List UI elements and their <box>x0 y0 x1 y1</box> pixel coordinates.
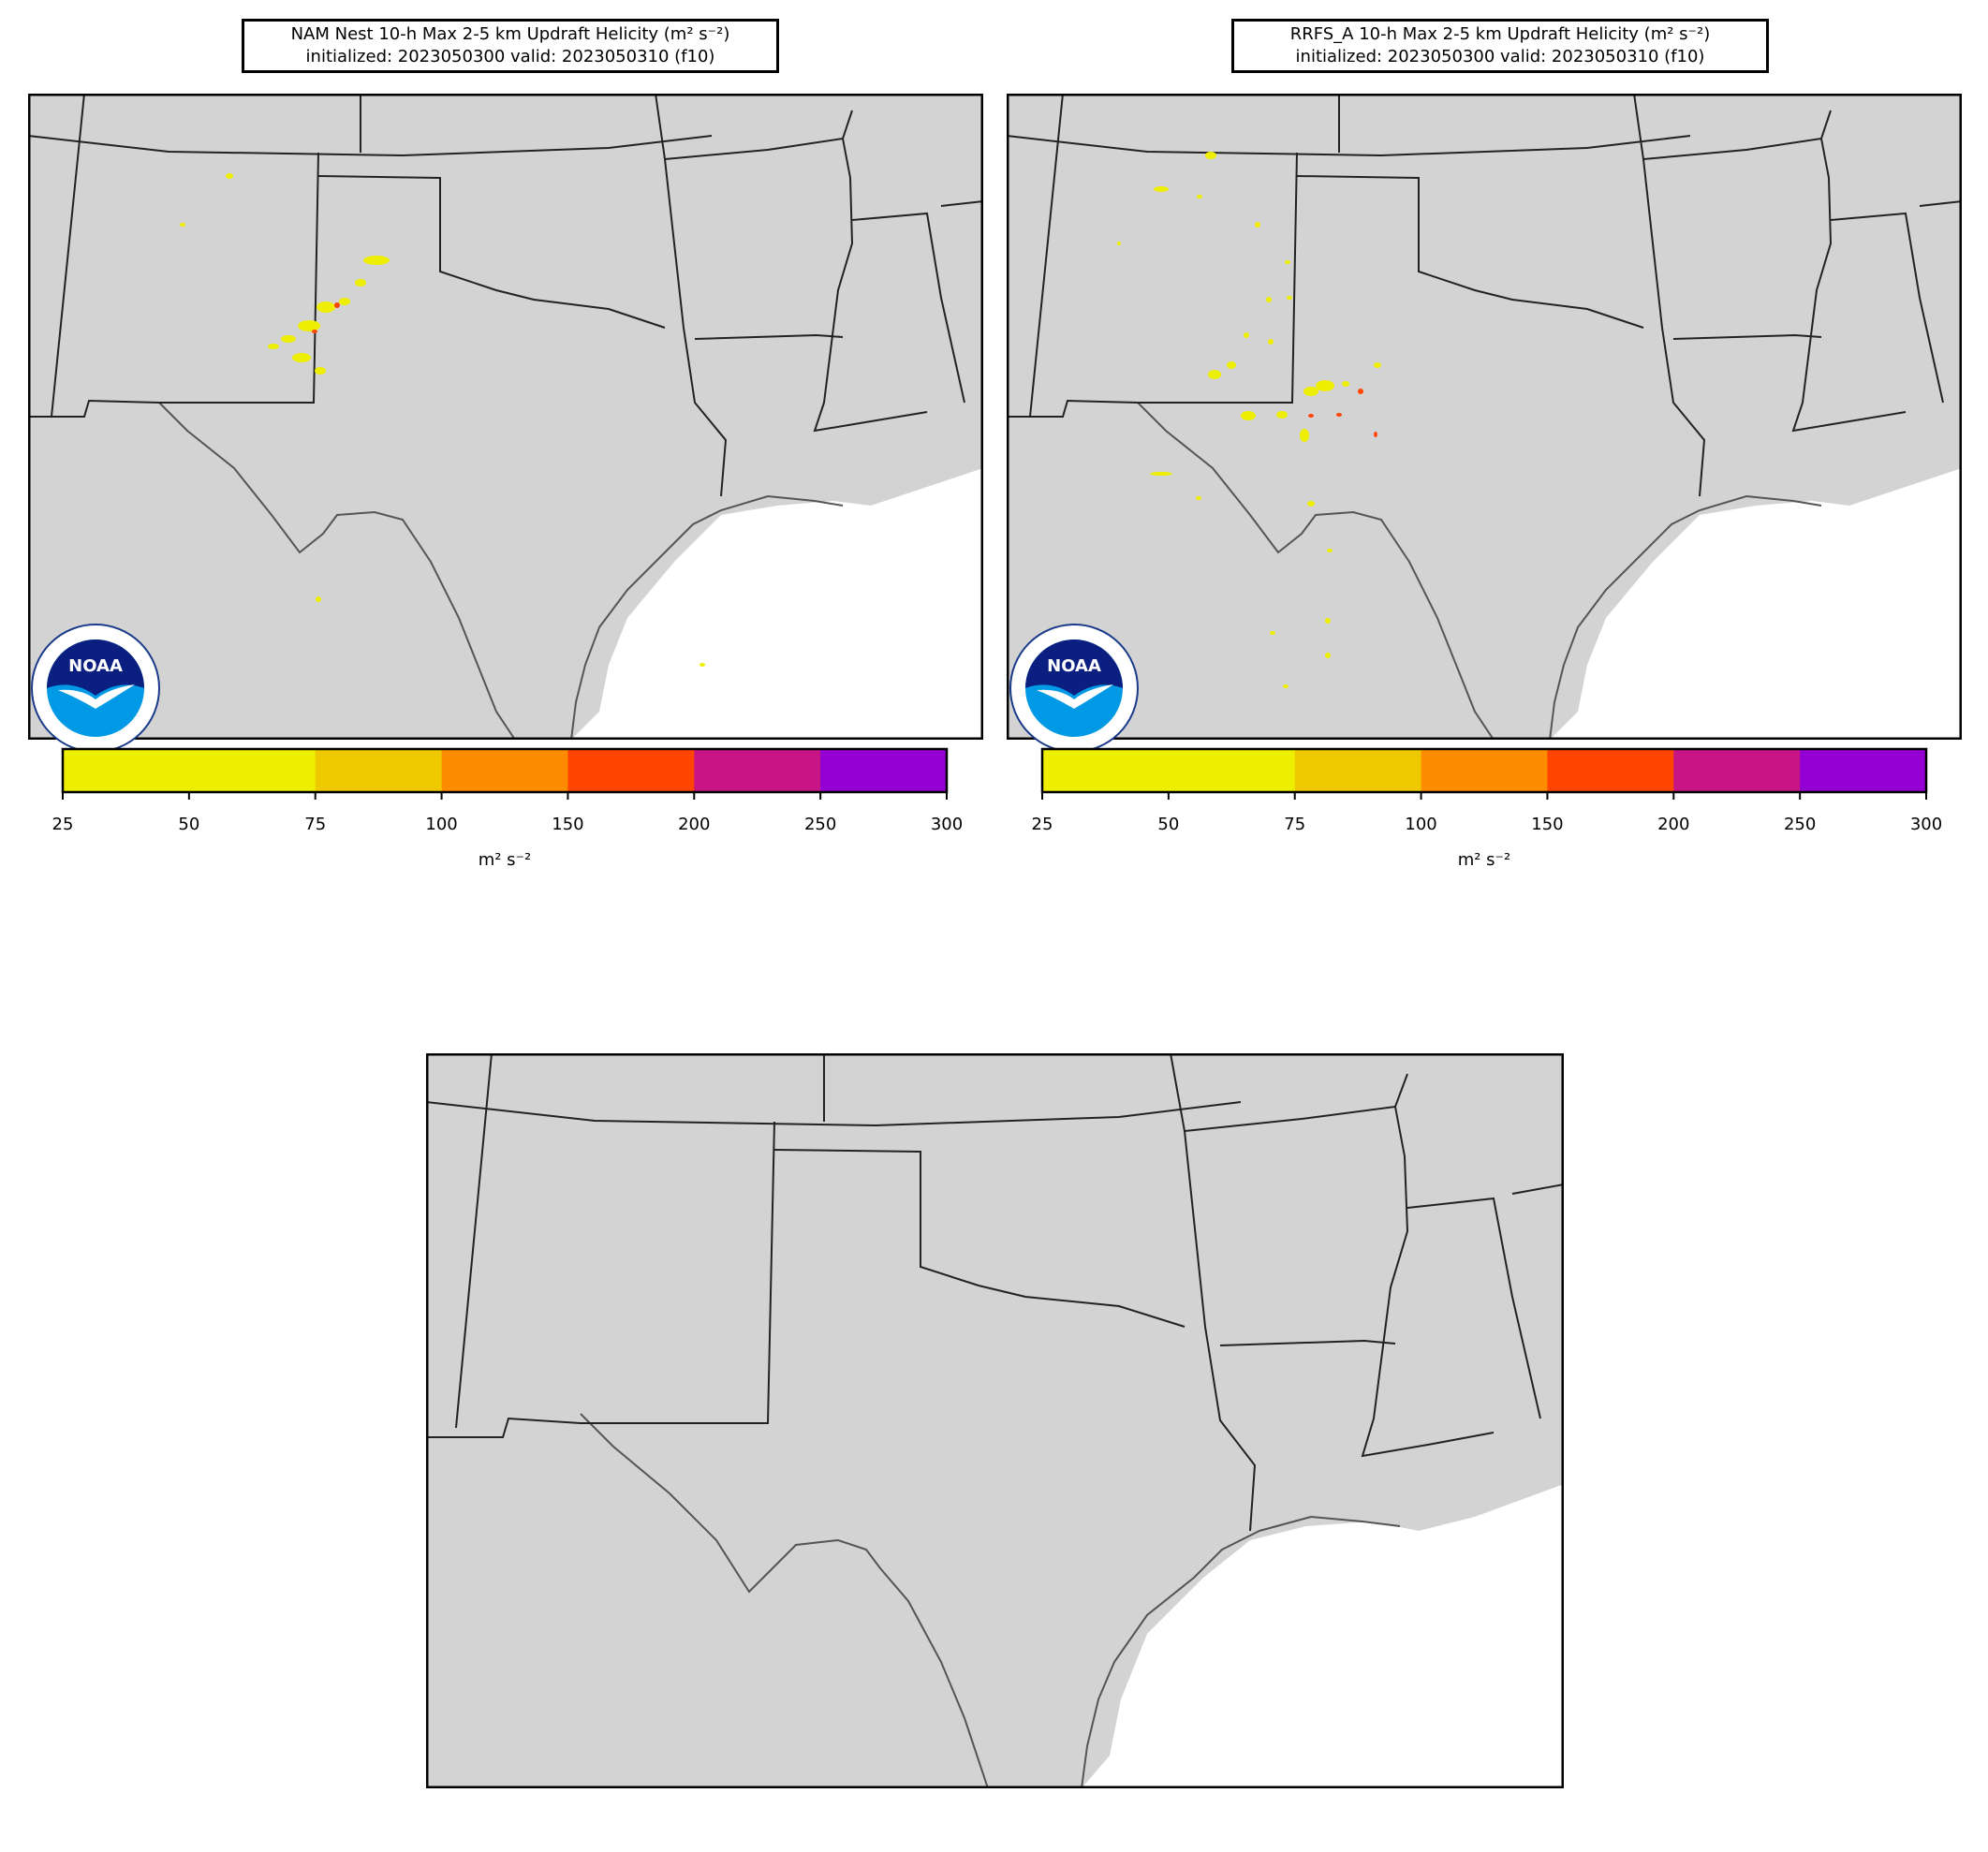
texas-coast <box>1081 1515 1401 1788</box>
title-line-1: RRFS_A 10-h Max 2-5 km Updraft Helicity … <box>1289 24 1711 44</box>
colorbar-segment <box>1547 749 1674 792</box>
colorbar-segment <box>820 749 948 792</box>
colorbar-segment <box>1042 749 1170 792</box>
colorbar-segment <box>315 749 443 792</box>
map-nam-nest <box>28 94 983 740</box>
gulf-water <box>1082 1484 1564 1788</box>
texas-mexico-border <box>580 1413 989 1788</box>
colorbar-tick-label: 75 <box>1284 815 1306 834</box>
colorbar-segment <box>1294 749 1422 792</box>
colorbar-units-label: m² s⁻² <box>1457 850 1511 870</box>
colorbar-tick-label: 200 <box>1657 815 1690 834</box>
colorbar-segment <box>1673 749 1801 792</box>
colorbar-nam: 25 50 75 100 150 200 250 300 m² s⁻² <box>52 747 963 870</box>
texas-coast <box>570 494 844 740</box>
gulf-water <box>1550 468 1962 740</box>
colorbar-segment <box>63 749 190 792</box>
title-line-1: NAM Nest 10-h Max 2-5 km Updraft Helicit… <box>290 24 730 44</box>
colorbar-tick-label: 300 <box>930 815 964 834</box>
colorbar-tick-label: 150 <box>552 815 584 834</box>
colorbar-segment <box>694 749 821 792</box>
texas-mexico-border <box>158 402 516 740</box>
colorbar-tick-label: 150 <box>1531 815 1564 834</box>
colorbar-segment <box>1800 749 1927 792</box>
colorbar-tick-label: 50 <box>178 815 200 834</box>
colorbar-tick-label: 25 <box>52 815 74 834</box>
colorbar-tick-label: 100 <box>1405 815 1437 834</box>
texas-coast <box>1549 494 1822 740</box>
map-difference <box>426 1053 1564 1788</box>
colorbar-tick-label: 75 <box>304 815 327 834</box>
colorbar-segment <box>441 749 568 792</box>
colorbar-segment <box>1421 749 1548 792</box>
noaa-logo: NOAA <box>30 623 161 757</box>
colorbar-segment <box>188 749 317 792</box>
colorbar-rrfs: 25 50 75 100 150 200 250 300 m² s⁻² <box>1032 747 1942 870</box>
colorbar-tick-label: 25 <box>1031 815 1053 834</box>
title-line-2: initialized: 2023050300 valid: 202305031… <box>1295 47 1705 66</box>
colorbar-tick-label: 250 <box>1783 815 1817 834</box>
gulf-water <box>571 468 983 740</box>
colorbar-segment <box>1168 749 1296 792</box>
panel-title-rrfs: RRFS_A 10-h Max 2-5 km Updraft Helicity … <box>1231 19 1769 73</box>
title-line-2: initialized: 2023050300 valid: 202305031… <box>305 47 715 66</box>
texas-mexico-border <box>1137 402 1495 740</box>
colorbar-tick-label: 250 <box>803 815 837 834</box>
noaa-logo: NOAA <box>1009 623 1140 757</box>
colorbar-tick-label: 300 <box>1909 815 1943 834</box>
noaa-logo-text: NOAA <box>1047 656 1101 676</box>
noaa-logo-text: NOAA <box>68 656 123 676</box>
colorbar-tick-label: 100 <box>425 815 458 834</box>
colorbar-units-label: m² s⁻² <box>478 850 532 870</box>
colorbar-tick-label: 200 <box>678 815 711 834</box>
panel-title-nam: NAM Nest 10-h Max 2-5 km Updraft Helicit… <box>242 19 779 73</box>
colorbar-tick-label: 50 <box>1157 815 1180 834</box>
map-rrfs-a <box>1007 94 1962 740</box>
uh-cells <box>180 173 705 667</box>
colorbar-segment <box>567 749 695 792</box>
uh-cells <box>1117 152 1381 688</box>
